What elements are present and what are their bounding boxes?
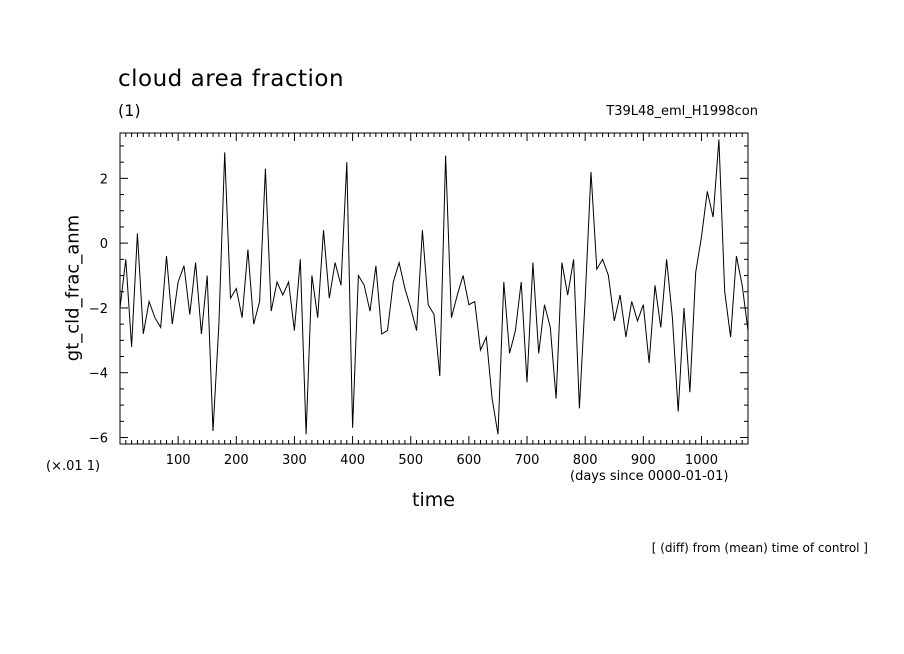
x-units-label: (days since 0000-01-01) bbox=[570, 469, 729, 484]
chart-title: cloud area fraction bbox=[118, 66, 345, 92]
run-id-label: T39L48_eml_H1998con bbox=[606, 104, 758, 119]
x-tick-label: 200 bbox=[224, 453, 249, 468]
x-tick-label: 700 bbox=[515, 453, 540, 468]
y-tick-label: −6 bbox=[89, 432, 108, 447]
y-scale-note: (×.01 1) bbox=[46, 459, 101, 474]
x-tick-label: 900 bbox=[631, 453, 656, 468]
x-tick-label: 1000 bbox=[685, 453, 718, 468]
plot-area: 100 200 300 400 500 600 700 800 900 1000 −6 −4 −2 0 2 bbox=[89, 132, 749, 468]
plot-frame bbox=[119, 132, 749, 445]
x-tick-label: 100 bbox=[166, 453, 191, 468]
x-tick-label: 300 bbox=[282, 453, 307, 468]
y-tick-label: 2 bbox=[100, 172, 108, 187]
x-tick-label: 500 bbox=[398, 453, 423, 468]
y-tick-label: −4 bbox=[89, 367, 108, 382]
x-tick-label: 600 bbox=[456, 453, 481, 468]
x-axis-label: time bbox=[412, 489, 455, 511]
x-tick-label: 400 bbox=[340, 453, 365, 468]
series-line-0 bbox=[119, 139, 749, 435]
y-axis-label: gt_cld_frac_anm bbox=[62, 214, 84, 362]
y-tick-label: 0 bbox=[100, 237, 108, 252]
x-tick-label: 800 bbox=[573, 453, 598, 468]
footer-note: [ (diff) from (mean) time of control ] bbox=[651, 541, 868, 555]
units-label: (1) bbox=[118, 101, 141, 120]
y-tick-label: −2 bbox=[89, 302, 108, 317]
